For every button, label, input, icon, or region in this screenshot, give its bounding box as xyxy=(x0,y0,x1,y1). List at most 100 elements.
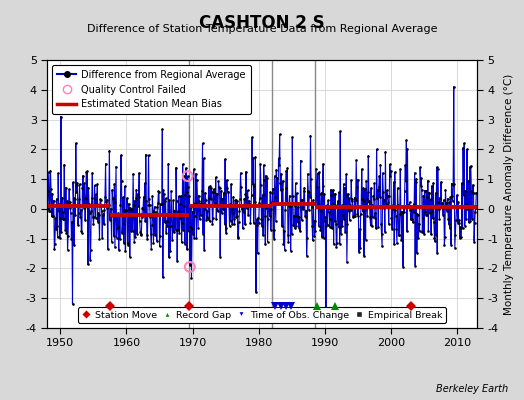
Point xyxy=(298,217,306,223)
Point xyxy=(181,240,189,247)
Point xyxy=(428,183,436,189)
Point xyxy=(263,175,271,182)
Point xyxy=(237,206,246,213)
Point xyxy=(286,193,294,199)
Point xyxy=(463,206,472,212)
Point xyxy=(321,214,330,220)
Point xyxy=(65,186,73,193)
Point xyxy=(391,213,400,219)
Point xyxy=(345,195,353,202)
Point xyxy=(150,208,158,215)
Point xyxy=(149,208,157,214)
Point xyxy=(192,235,201,241)
Point xyxy=(119,240,128,246)
Point xyxy=(395,232,403,239)
Point xyxy=(49,213,58,220)
Point xyxy=(131,234,139,240)
Point xyxy=(187,275,195,282)
Point xyxy=(103,197,111,203)
Point xyxy=(271,194,279,200)
Point xyxy=(309,197,318,203)
Point xyxy=(266,213,274,219)
Point xyxy=(202,217,211,223)
Point xyxy=(407,216,415,222)
Point xyxy=(320,234,328,241)
Point xyxy=(68,301,77,307)
Point xyxy=(354,176,362,183)
Point xyxy=(328,225,336,232)
Point xyxy=(407,216,416,222)
Point xyxy=(216,253,224,260)
Point xyxy=(249,155,257,161)
Point xyxy=(410,170,419,176)
Point xyxy=(126,253,134,260)
Point xyxy=(137,232,145,238)
Point xyxy=(99,212,107,218)
Point xyxy=(457,234,465,240)
Point xyxy=(248,181,257,188)
Point xyxy=(63,246,72,253)
Point xyxy=(44,188,52,195)
Point xyxy=(155,189,163,195)
Point xyxy=(74,222,82,228)
Point xyxy=(163,223,171,230)
Point xyxy=(359,185,367,191)
Point xyxy=(162,218,171,224)
Point xyxy=(297,157,305,164)
Point xyxy=(120,207,128,214)
Point xyxy=(92,214,100,221)
Point xyxy=(122,208,130,214)
Point xyxy=(102,199,110,205)
Point xyxy=(385,193,394,199)
Point xyxy=(259,232,267,238)
Point xyxy=(243,194,252,200)
Point xyxy=(215,184,224,191)
Point xyxy=(99,210,107,217)
Point xyxy=(242,168,250,175)
Point xyxy=(52,225,60,232)
Point xyxy=(330,240,338,247)
Point xyxy=(150,204,159,210)
Point xyxy=(154,200,162,206)
Point xyxy=(281,185,290,192)
Point xyxy=(442,200,450,206)
Point xyxy=(171,227,180,233)
Point xyxy=(101,160,110,167)
Point xyxy=(365,198,374,204)
Point xyxy=(173,258,181,264)
Point xyxy=(331,218,339,224)
Point xyxy=(132,195,140,201)
Point xyxy=(186,224,194,230)
Point xyxy=(453,220,462,226)
Point xyxy=(311,218,319,224)
Point xyxy=(337,218,345,224)
Point xyxy=(457,225,466,232)
Point xyxy=(384,192,392,199)
Point xyxy=(123,240,132,246)
Point xyxy=(440,242,449,248)
Point xyxy=(157,201,165,207)
Point xyxy=(156,233,165,240)
Point xyxy=(140,180,149,186)
Point xyxy=(82,195,90,201)
Point xyxy=(378,243,386,250)
Point xyxy=(394,202,402,208)
Point xyxy=(225,223,234,229)
Point xyxy=(439,204,447,211)
Point xyxy=(406,206,414,213)
Point xyxy=(378,170,387,176)
Point xyxy=(465,204,473,210)
Point xyxy=(267,226,275,233)
Point xyxy=(405,203,413,209)
Point xyxy=(115,211,124,217)
Point xyxy=(299,204,307,210)
Point xyxy=(189,230,198,237)
Point xyxy=(367,185,375,191)
Point xyxy=(246,220,255,226)
Point xyxy=(176,201,184,207)
Point xyxy=(55,201,63,208)
Point xyxy=(240,196,248,202)
Point xyxy=(382,200,390,207)
Point xyxy=(317,208,325,214)
Point xyxy=(452,217,460,224)
